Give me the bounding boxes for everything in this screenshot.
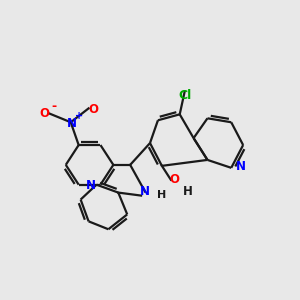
Text: N: N — [67, 117, 77, 130]
Text: H: H — [157, 190, 167, 200]
Text: H: H — [183, 185, 193, 198]
Text: +: + — [75, 111, 83, 121]
Text: -: - — [51, 100, 56, 113]
Text: O: O — [88, 103, 98, 116]
Text: O: O — [39, 107, 49, 120]
Text: O: O — [170, 173, 180, 186]
Text: N: N — [85, 179, 96, 192]
Text: N: N — [236, 160, 246, 173]
Text: N: N — [140, 185, 150, 198]
Text: Cl: Cl — [178, 89, 191, 102]
